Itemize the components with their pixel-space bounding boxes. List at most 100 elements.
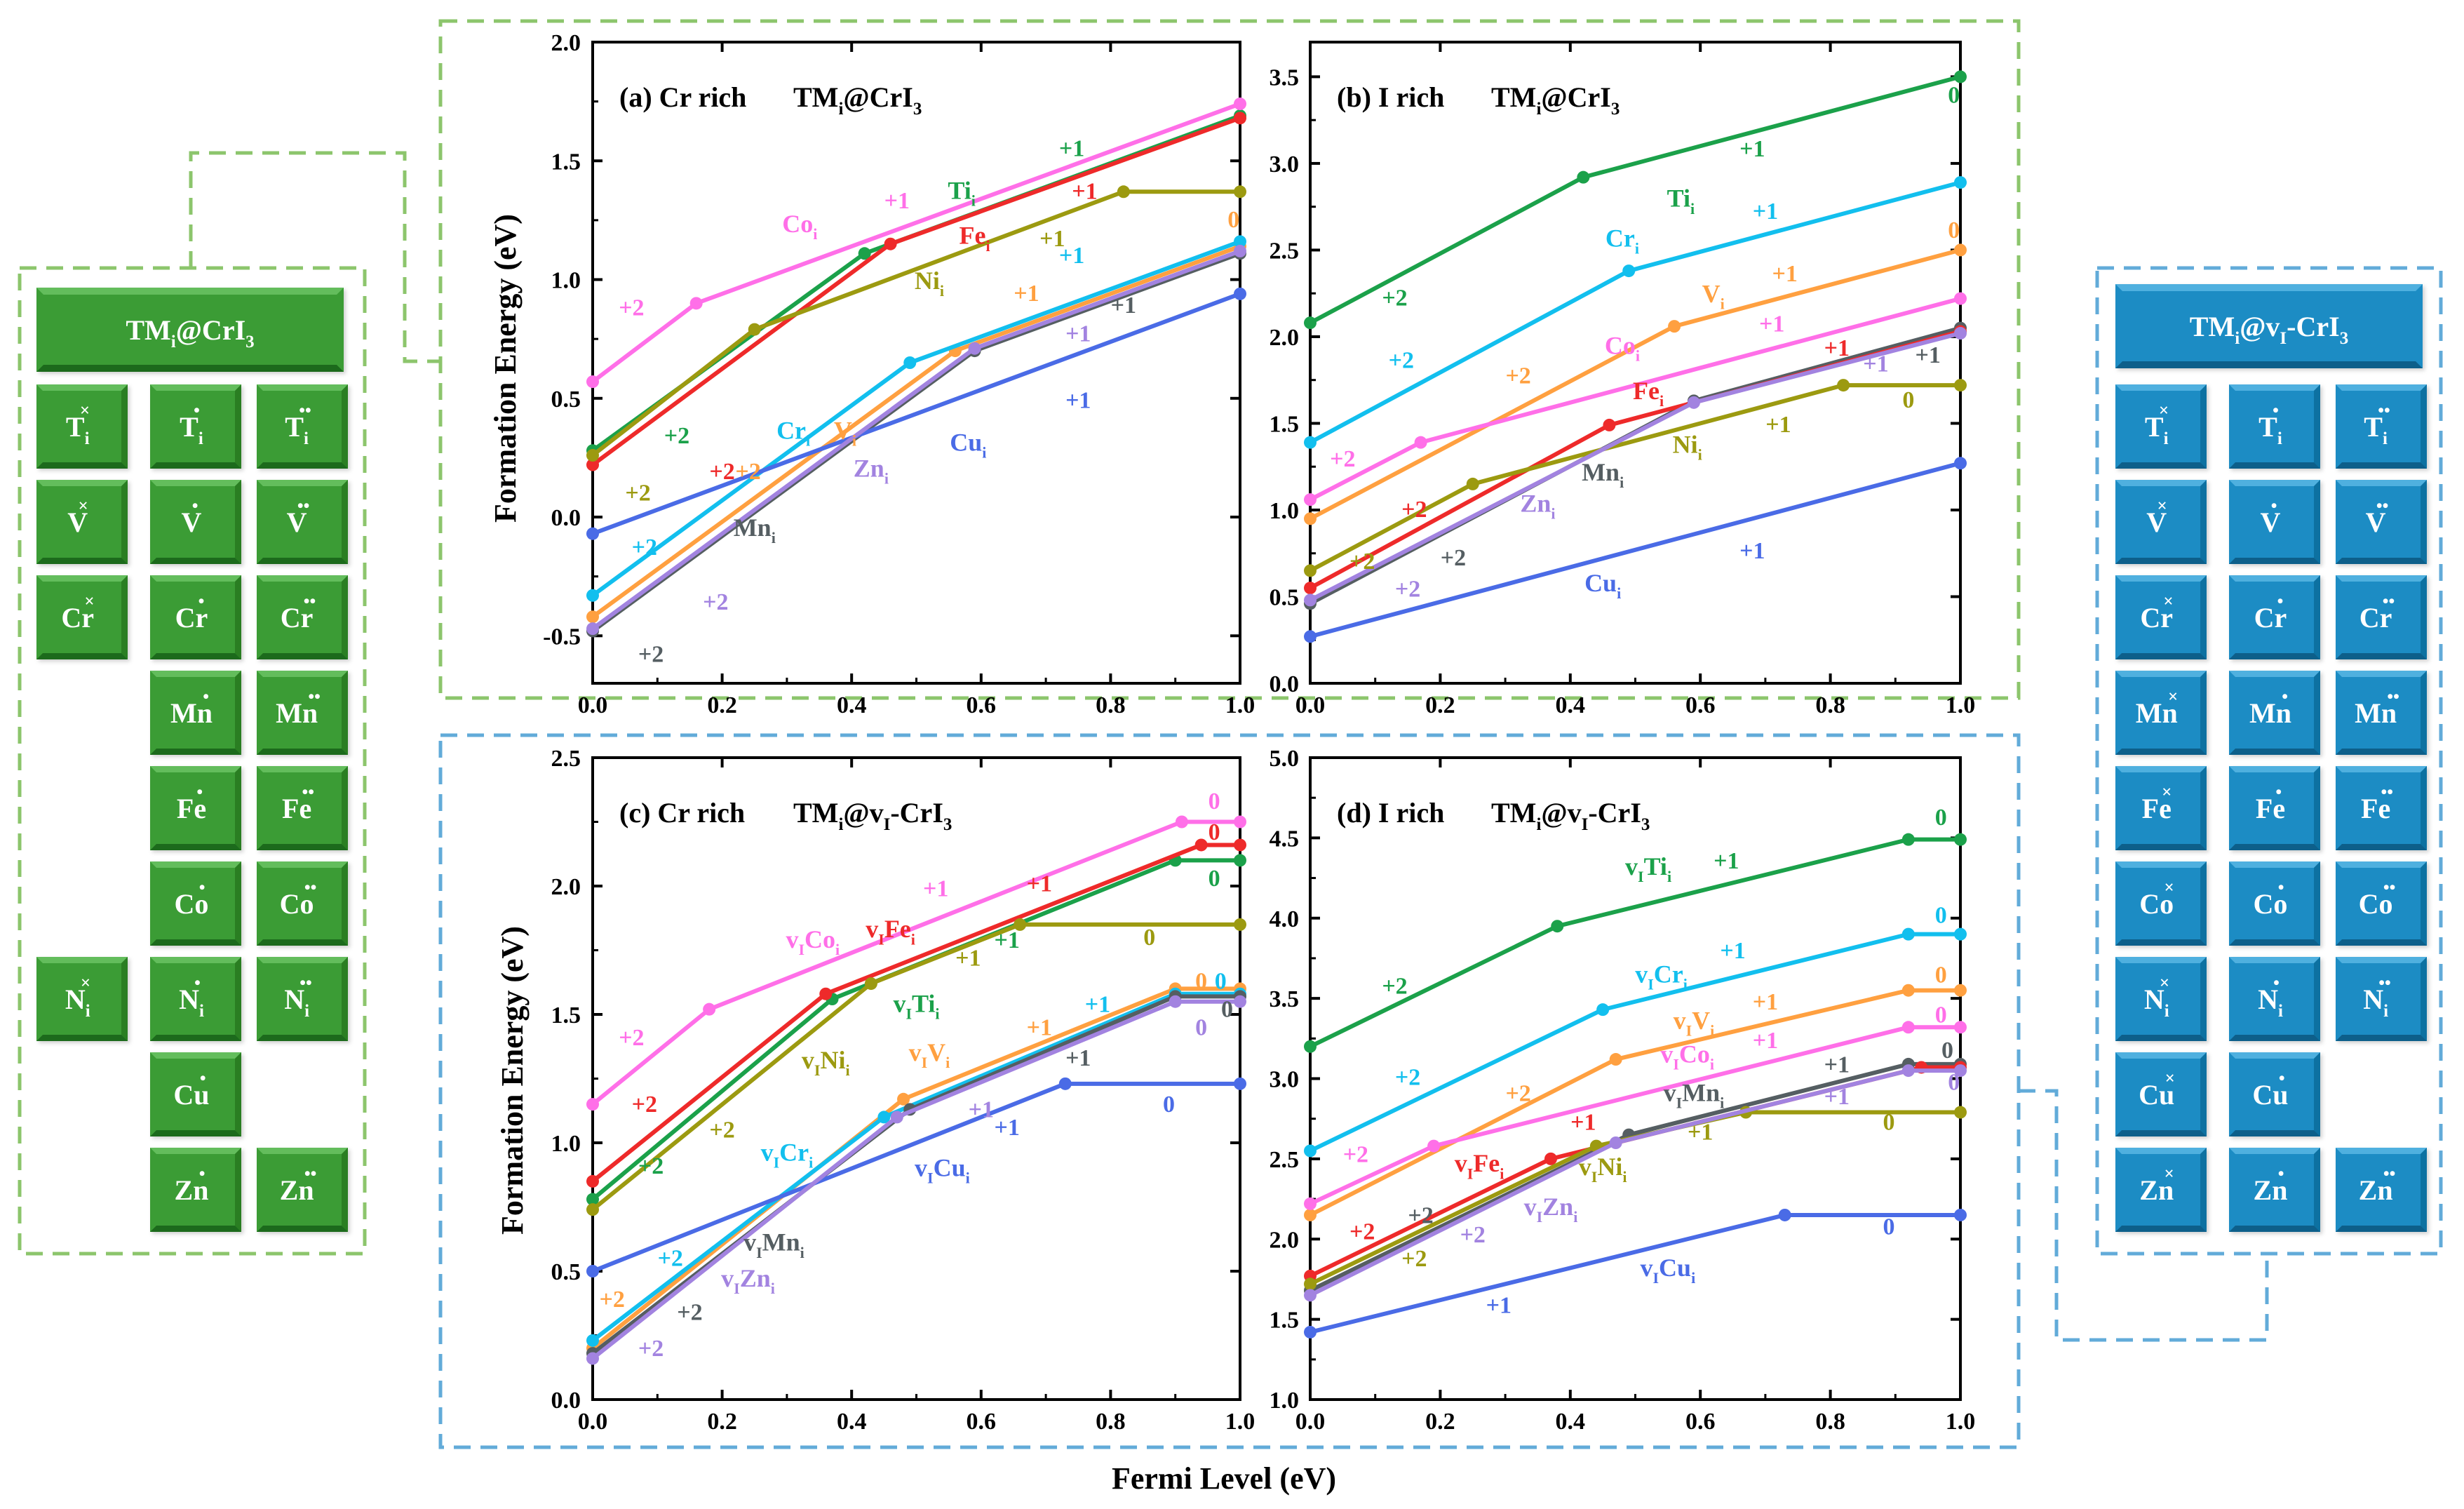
key-tile: Ti•• xyxy=(257,384,348,469)
key-label: Co• xyxy=(2254,878,2288,920)
data-point-co xyxy=(1175,815,1188,829)
charge-label: +1 xyxy=(1765,412,1791,438)
data-point-fe xyxy=(1304,582,1317,595)
y-tick-label: 2.5 xyxy=(1270,238,1300,264)
data-point-ni xyxy=(1117,185,1130,199)
y-tick-label: 4.5 xyxy=(1270,826,1300,852)
charge-label: +2 xyxy=(632,535,657,561)
key-tile: Cr× xyxy=(2115,575,2207,659)
key-label: Cu× xyxy=(2139,1069,2175,1111)
key-tile: Fe•• xyxy=(2336,766,2427,850)
charge-label: +1 xyxy=(1753,989,1778,1015)
key-label: Ti× xyxy=(2145,401,2169,448)
charge-label: 0 xyxy=(1143,925,1155,951)
y-tick-label: 2.5 xyxy=(551,746,581,772)
y-tick-label: 5.0 xyxy=(1270,746,1300,772)
charge-label: 0 xyxy=(1902,387,1914,413)
data-point-fe xyxy=(819,987,833,1000)
key-tile: Cu× xyxy=(2115,1052,2207,1136)
left-key-panel: TMi@CrI3 Ti× V× Cr× Ni× Ti• V• Cr• Mn• Fe• Co• Ni• C… xyxy=(36,288,348,1232)
charge-label: +1 xyxy=(969,1096,994,1122)
key-tile: V•• xyxy=(2336,480,2427,564)
charge-label: +1 xyxy=(1863,351,1888,377)
y-tick-label: 1.5 xyxy=(551,1002,581,1028)
key-title: TMi@CrI3 xyxy=(126,314,254,351)
data-point-cu xyxy=(1234,287,1246,300)
frames xyxy=(18,19,2443,1449)
x-tick-label: 0.2 xyxy=(707,692,737,718)
data-point-zn xyxy=(1234,244,1246,257)
key-tile: Mn× xyxy=(2115,671,2207,755)
data-point-v xyxy=(586,610,599,624)
series-label: vICri xyxy=(1635,960,1688,993)
y-tick-label: 3.5 xyxy=(1270,65,1300,90)
charge-label: +2 xyxy=(638,1336,664,1362)
key-tile: Ni× xyxy=(36,957,128,1041)
key-label: Mn• xyxy=(2249,688,2291,729)
series-line-zn xyxy=(591,999,1240,1360)
key-label: Ti• xyxy=(180,401,203,448)
series-line-co xyxy=(591,819,1240,1106)
charge-label: +1 xyxy=(1059,243,1084,269)
key-tile: Co• xyxy=(150,861,241,946)
x-tick-label: 1.0 xyxy=(1946,692,1976,718)
charge-label: +1 xyxy=(1072,178,1097,204)
data-point-v xyxy=(897,1092,910,1106)
charge-label: +2 xyxy=(709,1118,734,1144)
charge-label: 0 xyxy=(1883,1214,1895,1240)
y-tick-label: 2.0 xyxy=(551,874,581,900)
data-point-fe xyxy=(884,237,897,250)
key-label: Cr• xyxy=(2254,592,2287,633)
charge-label: +1 xyxy=(1065,387,1091,413)
series-label: vIFei xyxy=(1455,1149,1504,1182)
charge-label: 0 xyxy=(1935,962,1947,988)
data-point-v xyxy=(1954,984,1967,997)
key-label: Zn•• xyxy=(280,1165,317,1206)
data-point-zn xyxy=(968,342,981,355)
x-tick-label: 0.6 xyxy=(1685,692,1716,718)
data-point-ni xyxy=(1837,379,1850,392)
data-point-cu xyxy=(1304,1325,1317,1339)
series-line-mn xyxy=(1309,1061,1960,1293)
data-point-ti xyxy=(1954,70,1967,83)
series-line-zn xyxy=(1309,1068,1960,1297)
key-tile: Ti× xyxy=(2115,384,2207,469)
data-point-cu xyxy=(1058,1077,1072,1090)
charge-label: +2 xyxy=(638,642,664,668)
series-line-cu xyxy=(591,292,1241,536)
series-label: Nii xyxy=(1673,430,1702,463)
series-line-cu xyxy=(1310,1212,1960,1334)
key-label: Ti•• xyxy=(285,401,311,448)
key-label: Cu• xyxy=(2252,1069,2288,1111)
y-tick-label: 1.5 xyxy=(1270,411,1300,437)
series-label: Fei xyxy=(1633,377,1664,410)
charge-label: +2 xyxy=(735,459,760,485)
key-label: Cr× xyxy=(61,592,94,633)
charge-label: +1 xyxy=(1014,281,1039,307)
charge-label: +1 xyxy=(1059,135,1084,161)
key-label: Ni× xyxy=(65,974,90,1021)
key-tile: Ti•• xyxy=(2336,384,2427,469)
charge-label: +2 xyxy=(1349,1219,1375,1245)
y-tick-label: 3.0 xyxy=(1270,152,1300,177)
chart-panel-b: 0.0 0.2 0.4 0.6 0.8 1.0 0.0 0.5 1.0 1.5 2.0 2.5 3.0 3… xyxy=(1270,41,1976,718)
data-point-cr xyxy=(1304,1144,1317,1158)
series-label: Zni xyxy=(854,454,889,487)
charge-label: +2 xyxy=(1505,1081,1530,1107)
key-tile: Cu• xyxy=(2229,1052,2320,1136)
key-title-block: TMi@vI-CrI3 xyxy=(2115,284,2423,368)
series-label: vICoi xyxy=(786,925,840,958)
data-point-ni xyxy=(1304,564,1317,577)
series-label: vINii xyxy=(1579,1153,1627,1186)
series-label: vIVi xyxy=(1674,1007,1715,1040)
charge-label: 0 xyxy=(1883,1110,1895,1136)
data-point-ti xyxy=(1954,833,1967,846)
x-tick-label: 0.8 xyxy=(1815,692,1845,718)
key-tile: Co• xyxy=(2229,861,2320,946)
key-title: TMi@vI-CrI3 xyxy=(2190,311,2348,348)
x-tick-label: 0.4 xyxy=(1556,692,1586,718)
key-label: Co• xyxy=(175,878,209,920)
key-label: Ni•• xyxy=(284,974,312,1021)
charge-label: +2 xyxy=(1382,973,1407,999)
charge-label: 0 xyxy=(1227,207,1239,233)
